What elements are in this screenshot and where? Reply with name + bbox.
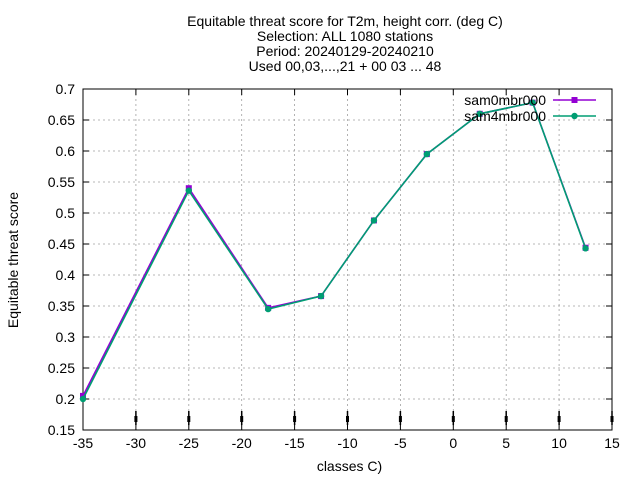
title-line: Equitable threat score for T2m, height c… (187, 13, 503, 29)
y-tick-label: 0.7 (56, 81, 76, 97)
series-point-sam4mbr000 (370, 217, 378, 224)
x-tick-label: 15 (604, 435, 620, 451)
series-point-sam4mbr000 (79, 395, 87, 403)
x-tick-label: -35 (73, 435, 93, 451)
series-point-sam4mbr000 (582, 245, 589, 252)
y-tick-label: 0.2 (56, 391, 76, 407)
bottom-marker-dot (398, 416, 402, 422)
y-tick-label: 0.5 (56, 205, 76, 221)
title-line: Selection: ALL 1080 stations (257, 28, 433, 44)
chart-title: Equitable threat score for T2m, height c… (187, 13, 503, 74)
x-axis-label: classes C) (317, 458, 382, 474)
series-point-sam4mbr000 (423, 150, 431, 158)
bottom-marker-dot (293, 416, 297, 422)
y-tick-label: 0.45 (48, 236, 75, 252)
series-point-sam4mbr000 (264, 305, 272, 313)
bottom-marker-dot (610, 416, 614, 422)
series-line-sam4mbr000 (82, 101, 587, 400)
bottom-marker-dot (451, 416, 455, 422)
y-axis-label: Equitable threat score (5, 192, 21, 328)
bottom-marker-dot (187, 416, 191, 422)
y-tick-label: 0.4 (56, 267, 76, 283)
bottom-marker-dot (134, 416, 138, 422)
series-point-sam4mbr000 (529, 99, 536, 106)
x-tick-label: 5 (502, 435, 510, 451)
title-line: Period: 20240129-20240210 (256, 43, 434, 59)
y-tick-label: 0.35 (48, 298, 75, 314)
x-tick-label: -5 (394, 435, 407, 451)
axis-ticks: -35 -30 -25 -20 -15 -10 -5 0 5 10 15 0.15 0.2 0.25 0.3… (48, 81, 620, 451)
y-tick-label: 0.15 (48, 422, 75, 438)
bottom-marker-dot (346, 416, 349, 422)
series-point-sam4mbr000 (476, 110, 483, 118)
series-group (79, 99, 589, 403)
legend-marker (571, 97, 578, 103)
y-tick-label: 0.6 (56, 143, 76, 159)
x-tick-label: -25 (179, 435, 199, 451)
y-tick-label: 0.25 (48, 360, 75, 376)
bottom-marker-dot (557, 416, 561, 422)
x-tick-label: 10 (551, 435, 567, 451)
series-point-sam4mbr000 (185, 187, 192, 194)
y-tick-label: 0.3 (56, 329, 76, 345)
bottom-marker-dot (504, 416, 508, 422)
bottom-markers (134, 411, 614, 425)
grid (83, 89, 612, 430)
x-tick-label: -30 (126, 435, 146, 451)
x-tick-label: -15 (284, 435, 304, 451)
legend-marker (571, 112, 578, 120)
title-line: Used 00,03,...,21 + 00 03 ... 48 (249, 58, 442, 74)
y-tick-label: 0.65 (48, 112, 75, 128)
x-tick-label: 0 (449, 435, 457, 451)
series-point-sam4mbr000 (317, 292, 325, 300)
legend-label: sam4mbr000 (464, 108, 546, 124)
legend-label: sam0mbr000 (464, 92, 546, 108)
x-tick-label: -20 (232, 435, 252, 451)
x-tick-label: -10 (337, 435, 357, 451)
bottom-marker-dot (240, 416, 244, 422)
y-tick-label: 0.55 (48, 174, 75, 190)
